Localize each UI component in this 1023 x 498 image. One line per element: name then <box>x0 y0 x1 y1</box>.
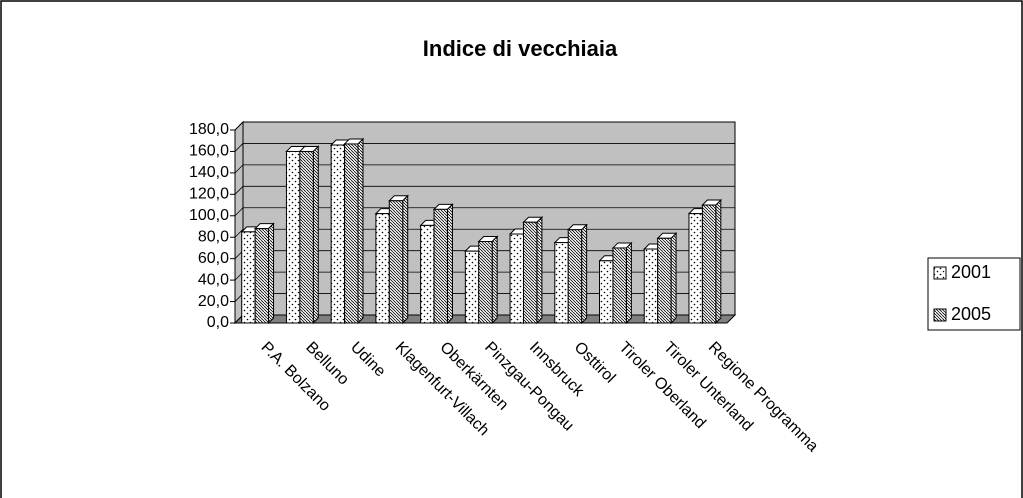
bar <box>464 250 480 324</box>
bar <box>478 241 493 324</box>
bar-side <box>491 235 498 325</box>
bar <box>522 221 538 324</box>
bar <box>344 143 359 324</box>
bar <box>509 233 524 324</box>
legend-swatch <box>933 308 947 322</box>
bar <box>612 247 627 324</box>
bar <box>299 150 314 324</box>
y-tick-label: 40,0 <box>198 271 229 288</box>
bar <box>433 208 448 324</box>
y-tick-label: 60,0 <box>198 250 229 267</box>
bar-side <box>670 232 677 325</box>
bar <box>420 224 435 324</box>
bar-side <box>268 222 275 325</box>
bar <box>643 248 659 324</box>
legend-swatch <box>933 266 947 280</box>
legend-label: 2005 <box>951 304 991 324</box>
grid-line <box>234 164 735 174</box>
bar <box>285 150 301 324</box>
y-tick-label: 20,0 <box>198 293 229 310</box>
bar <box>688 213 703 324</box>
bar-side <box>402 194 409 325</box>
bar <box>554 242 569 324</box>
bar <box>599 260 614 324</box>
y-tick-label: 160,0 <box>189 143 229 160</box>
bar-side <box>625 241 632 325</box>
chart-title: Indice di vecchiaia <box>423 36 618 61</box>
y-tick-label: 0,0 <box>207 314 229 331</box>
bar <box>388 200 404 324</box>
bar <box>375 213 390 324</box>
bar-side <box>446 203 453 325</box>
bar <box>701 204 717 324</box>
grid-line <box>234 207 735 217</box>
bar-side <box>581 223 588 325</box>
bar-side <box>312 145 319 325</box>
bar <box>567 229 583 324</box>
bar-side <box>715 198 722 325</box>
legend-label: 2001 <box>951 262 991 282</box>
bar-side <box>536 216 543 325</box>
y-tick-label: 140,0 <box>189 164 229 181</box>
y-tick-label: 100,0 <box>189 207 229 224</box>
grid-line <box>234 143 735 152</box>
bar <box>657 237 672 324</box>
bar <box>254 228 270 324</box>
bar-side <box>357 137 364 325</box>
y-tick-label: 120,0 <box>189 186 229 203</box>
y-tick-label: 180,0 <box>189 121 229 138</box>
grid-line <box>234 185 735 195</box>
bar <box>241 231 256 324</box>
grid-line <box>234 121 735 131</box>
y-tick-label: 80,0 <box>198 228 229 245</box>
bar <box>330 144 346 324</box>
